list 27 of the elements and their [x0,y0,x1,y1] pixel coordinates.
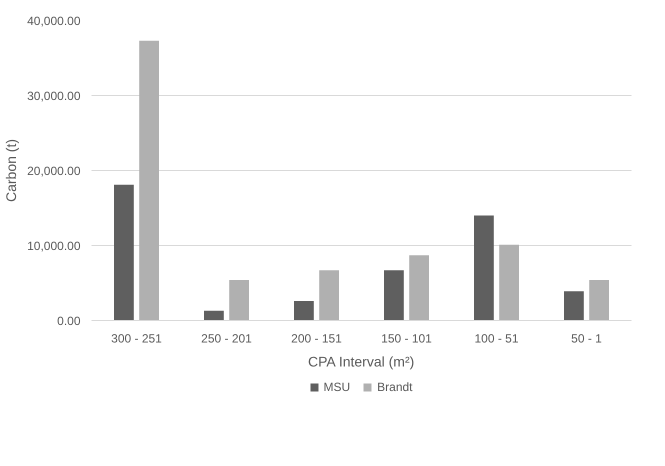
y-tick-label: 20,000.00 [27,164,81,178]
x-tick-label: 150 - 101 [381,332,432,346]
bar [319,270,339,320]
bar [229,280,249,320]
y-tick-label: 10,000.00 [27,239,81,253]
y-tick-label: 40,000.00 [27,14,81,28]
x-tick-label: 300 - 251 [111,332,162,346]
bar [204,310,224,320]
x-axis-title: CPA Interval (m²) [308,354,414,370]
bar [564,291,584,320]
legend-label: MSU [323,380,350,394]
bar [139,40,159,320]
y-tick-label: 30,000.00 [27,89,81,103]
bar [294,301,314,320]
x-tick-label: 250 - 201 [201,332,252,346]
y-tick-label: 0.00 [57,314,81,328]
x-tick-label: 50 - 1 [571,332,602,346]
x-tick-label: 200 - 151 [291,332,342,346]
bar [114,184,134,320]
bar [474,216,494,320]
bar [409,255,429,320]
bar [589,280,609,320]
bar [499,244,519,320]
x-tick-label: 100 - 51 [474,332,519,346]
y-axis-title: Carbon (t) [3,138,20,202]
legend-label: Brandt [377,380,413,394]
bar [384,270,404,320]
